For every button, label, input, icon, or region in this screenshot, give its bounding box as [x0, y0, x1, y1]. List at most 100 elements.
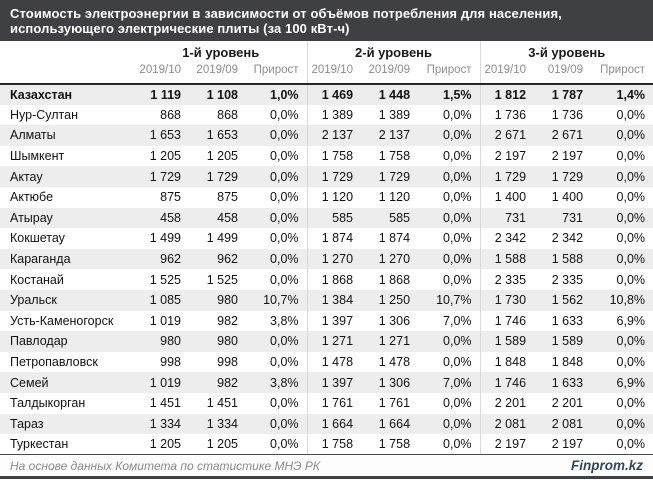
cell: 1 562 — [551, 293, 584, 308]
table-row: Тараз 1 334 1 334 0,0% 1 664 1 664 0,0% 2 081 2 … — [0, 413, 653, 435]
cell: 1 736 — [479, 104, 539, 126]
column-header: 2019/09 — [193, 60, 250, 85]
cell: 1 653 — [206, 128, 238, 143]
cell: 868 — [217, 107, 238, 122]
group-header: 1-й уровень — [135, 41, 308, 60]
bottom-rule — [0, 476, 653, 480]
cell: 0,0% — [443, 190, 472, 205]
cell: 962 — [160, 252, 181, 267]
table-row: Шымкент 1 205 1 205 0,0% 1 758 1 758 0,0% 2 197… — [0, 145, 653, 167]
row-label: Актюбе — [10, 190, 54, 205]
cell: 1 729 — [551, 169, 584, 184]
cell: 0,0% — [422, 434, 481, 456]
column-header: Прирост — [595, 60, 653, 85]
table-row: Актюбе 875 875 0,0% 1 120 1 120 0,0% 1 400 1 400… — [0, 186, 653, 208]
row-label: Талдыкорган — [10, 396, 86, 411]
cell: 1 397 — [306, 372, 366, 393]
cell: 0,0% — [616, 355, 646, 370]
cell: 1 633 — [551, 313, 584, 328]
cell: 1 270 — [306, 248, 366, 270]
cell: 1 746 — [479, 310, 539, 332]
cell: 0,0% — [616, 169, 646, 184]
cell: 2 197 — [479, 145, 539, 167]
cell: 1 758 — [365, 434, 423, 456]
table-row: Павлодар 980 980 0,0% 1 271 1 271 0,0% 1 589 1 5… — [0, 331, 653, 352]
row-label: Костанай — [10, 272, 64, 287]
cell: 1 653 — [149, 128, 181, 143]
cell: 1 019 — [149, 313, 181, 328]
cell: 1,5% — [443, 87, 472, 102]
cell: 1 270 — [378, 252, 411, 267]
cell: 1 205 — [193, 434, 250, 456]
cell: 1 384 — [306, 289, 366, 311]
cell: 1 787 — [551, 87, 584, 102]
cell: 0,0% — [443, 252, 472, 267]
row-label: Актау — [10, 169, 43, 184]
row-label: Кокшетау — [10, 231, 65, 246]
cell: 2 201 — [479, 392, 539, 414]
cell: 1 389 — [306, 104, 366, 126]
cell: 0,0% — [616, 231, 646, 246]
table-row: Алматы 1 653 1 653 0,0% 2 137 2 137 0,0% 2 671 2… — [0, 125, 653, 146]
cell: 1 729 — [306, 166, 366, 187]
cell: 0,0% — [616, 416, 646, 431]
cell: 2 197 — [551, 149, 584, 164]
table-row: Актау 1 729 1 729 0,0% 1 729 1 729 0,0% 1 729 1 … — [0, 166, 653, 187]
cell: 1 664 — [306, 413, 366, 435]
table-row: Уральск 1 085 980 10,7% 1 384 1 250 10,7% 1 730… — [0, 289, 653, 311]
column-header: 2019/10 — [306, 60, 366, 85]
cell: 998 — [217, 355, 238, 370]
cell: 875 — [160, 190, 181, 205]
brand-logo[interactable]: Finprom.kz — [570, 458, 643, 474]
cell: 1 120 — [378, 190, 411, 205]
cell: 0,0% — [270, 149, 299, 164]
title-bar: Стоимость электроэнергии в зависимости о… — [0, 0, 653, 41]
cell: 1,0% — [270, 87, 299, 102]
cell: 458 — [217, 210, 238, 225]
cell: 0,0% — [270, 107, 299, 122]
group-header: 3-й уровень — [479, 41, 653, 60]
cell: 0,0% — [616, 396, 646, 411]
cell: 2 081 — [479, 413, 539, 435]
cell: 1 588 — [479, 248, 539, 270]
cell: 1 758 — [378, 149, 411, 164]
row-label: Тараз — [10, 416, 44, 431]
cell: 1 848 — [479, 351, 539, 373]
cell: 2 335 — [551, 272, 584, 287]
cell: 1 848 — [551, 355, 584, 370]
price-table: 1-й уровень 2-й уровень 3-й уровень 2019/10… — [0, 41, 653, 456]
cell: 1 250 — [378, 293, 411, 308]
cell: 0,0% — [616, 107, 646, 122]
cell: 1 334 — [149, 416, 181, 431]
table-head: 1-й уровень 2-й уровень 3-й уровень 2019/10… — [0, 41, 653, 85]
cell: 0,0% — [443, 334, 472, 349]
cell: 0,0% — [270, 190, 299, 205]
column-header: 2019/10 — [135, 60, 193, 85]
cell: 1 874 — [378, 231, 411, 246]
cell: 1 812 — [479, 84, 539, 105]
table-row: Атырау 458 458 0,0% 585 585 0,0% 731 731 0,0% — [0, 207, 653, 229]
cell: 0,0% — [443, 107, 472, 122]
table-row: Усть-Каменогорск 1 019 982 3,8% 1 397 1 306 7,… — [0, 310, 653, 332]
cell: 1 499 — [149, 231, 181, 246]
cell: 962 — [217, 252, 238, 267]
cell: 6,9% — [616, 375, 646, 390]
cell: 982 — [217, 313, 238, 328]
cell: 1 874 — [306, 228, 366, 249]
cell: 1 108 — [206, 87, 238, 102]
cell: 1 525 — [206, 272, 238, 287]
cell: 1 448 — [378, 87, 411, 102]
cell: 1 729 — [479, 166, 539, 187]
cell: 585 — [389, 210, 411, 225]
row-label: Казахстан — [10, 87, 73, 102]
cell: 2 671 — [551, 128, 584, 143]
cell: 2 137 — [306, 125, 366, 146]
cell: 2 197 — [538, 434, 596, 456]
cell: 585 — [306, 207, 366, 229]
cell: 1 589 — [479, 331, 539, 352]
cell: 0,0% — [443, 210, 472, 225]
table-row: Костанай 1 525 1 525 0,0% 1 868 1 868 0,0% 2 33… — [0, 269, 653, 290]
cell: 2 197 — [479, 434, 539, 456]
row-label: Шымкент — [10, 149, 65, 164]
